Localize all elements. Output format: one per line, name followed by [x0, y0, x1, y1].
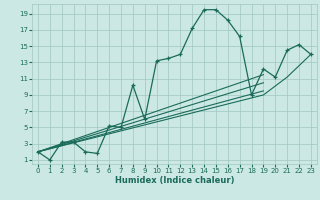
X-axis label: Humidex (Indice chaleur): Humidex (Indice chaleur) [115, 176, 234, 185]
